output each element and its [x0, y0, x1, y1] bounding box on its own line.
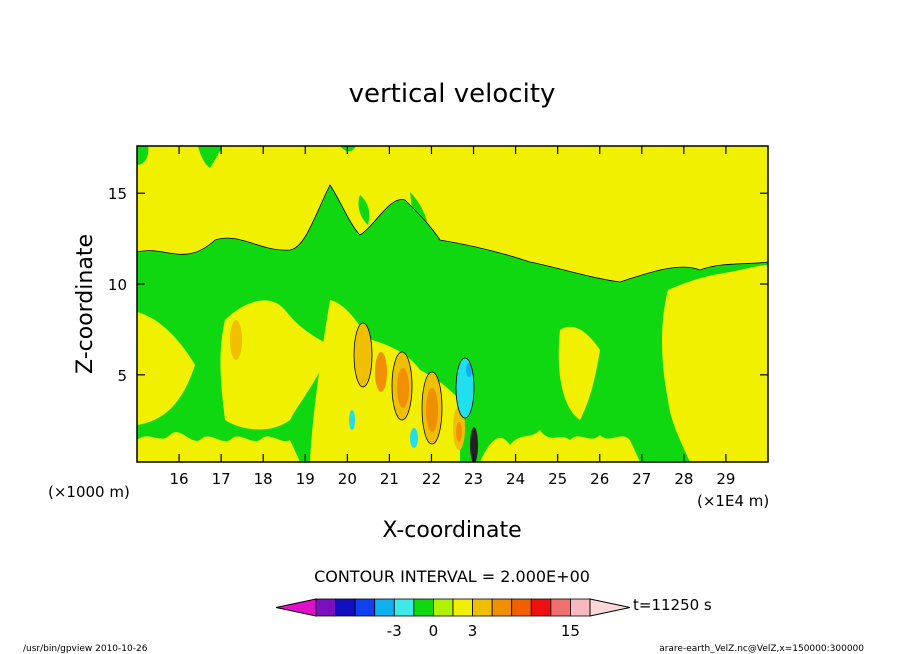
positive-core	[375, 352, 387, 392]
x-tick-label: 23	[464, 470, 483, 488]
x-tick-label: 18	[254, 470, 273, 488]
colorbar-right-arrow	[589, 598, 631, 617]
footer-right: arare-earth_VelZ.nc@VelZ,x=150000:300000	[659, 644, 864, 654]
yellow-right	[662, 265, 768, 462]
colorbar-swatch	[472, 598, 493, 617]
colorbar-swatch	[374, 598, 395, 617]
x-tick-label: 19	[296, 470, 315, 488]
x-scale-label: (×1E4 m)	[697, 492, 769, 510]
x-tick-label: 26	[590, 470, 609, 488]
plot-area	[137, 146, 768, 462]
colorbar-swatch	[393, 598, 415, 617]
colorbar-swatch	[511, 598, 532, 617]
positive-core	[230, 320, 242, 360]
colorbar-swatch	[570, 598, 591, 617]
contour-line	[455, 357, 475, 419]
colorbar-swatch	[413, 598, 434, 617]
colorbar-tick-label: 0	[429, 622, 439, 640]
y-tick-label: 5	[117, 367, 127, 385]
time-label: t=11250 s	[633, 596, 712, 614]
x-axis-label: X-coordinate	[382, 518, 521, 543]
positive-core	[354, 323, 372, 387]
x-tick-label: 16	[170, 470, 189, 488]
x-tick-label: 25	[548, 470, 567, 488]
plot-frame	[136, 145, 769, 463]
footer-left: /usr/bin/gpview 2010-10-26	[23, 644, 148, 654]
axes: 16 17 18 19 20 21 22 23 24 25 26 27 28 29 5 10 15	[108, 146, 768, 488]
negative-core	[466, 363, 472, 377]
colorbar-tick-label: 3	[468, 622, 478, 640]
yellow-lobe-left	[137, 312, 195, 425]
x-tick-label: 20	[338, 470, 357, 488]
contour-interval-label: CONTOUR INTERVAL = 2.000E+00	[314, 567, 590, 586]
z-scale-label: (×1000 m)	[48, 483, 130, 501]
positive-core	[470, 427, 478, 462]
colorbar-swatch	[315, 598, 336, 617]
x-tick-label: 27	[632, 470, 651, 488]
y-axis-label: Z-coordinate	[73, 234, 98, 374]
colorbar-swatch	[530, 598, 552, 617]
green-island-top-3	[358, 195, 370, 225]
positive-core	[397, 368, 409, 408]
colorbar-swatch	[452, 598, 473, 617]
colorbar-swatch	[335, 598, 356, 617]
yellow-mid-right	[558, 326, 600, 420]
colorbar-swatch	[354, 598, 376, 617]
x-tick-label: 21	[380, 470, 399, 488]
colorbar-left-arrow	[275, 598, 317, 617]
green-island-top-1	[198, 146, 222, 168]
negative-core	[410, 428, 418, 448]
negative-core	[349, 410, 355, 430]
contour-line	[421, 371, 443, 445]
contour-line	[391, 351, 413, 421]
green-island-top-2	[340, 146, 356, 152]
y-tick-label: 10	[108, 276, 127, 294]
x-tick-label: 29	[716, 470, 735, 488]
green-island-top-4	[410, 192, 428, 227]
y-tick-label: 15	[108, 185, 127, 203]
colorbar-swatch	[491, 598, 513, 617]
contour-line	[137, 184, 768, 283]
chart-title: vertical velocity	[349, 79, 556, 109]
yellow-lobe-center	[220, 300, 330, 430]
x-tick-label: 22	[422, 470, 441, 488]
colorbar-tick-label: 15	[561, 622, 580, 640]
colorbar: -3 0 3 15	[275, 598, 631, 640]
positive-core	[456, 422, 462, 442]
yellow-bottom-fringe	[137, 432, 300, 462]
colorbar-swatch	[433, 598, 454, 617]
positive-core	[426, 388, 438, 432]
colorbar-tick-label: -3	[387, 622, 402, 640]
x-tick-label: 28	[674, 470, 693, 488]
contour-line	[353, 322, 373, 388]
x-tick-label: 24	[506, 470, 525, 488]
green-island-left	[137, 146, 149, 165]
colorbar-swatch	[550, 598, 571, 617]
x-tick-label: 17	[212, 470, 231, 488]
